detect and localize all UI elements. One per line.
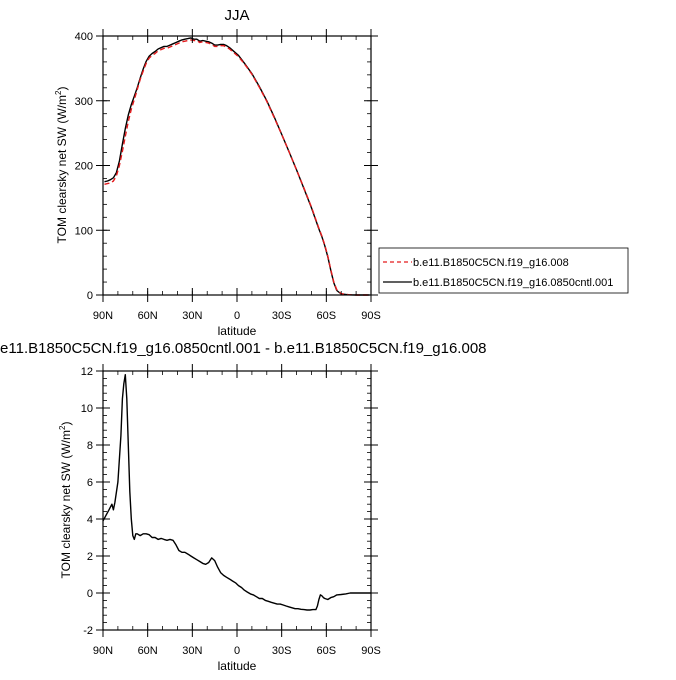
chart-bottom-xtick-label: 90S [361,645,381,657]
chart-top-ytick-label: 300 [75,96,93,108]
chart-bottom-ytick-label: 8 [87,440,93,452]
chart-top-series-line-1 [104,39,370,296]
chart-top: JJA 0 100 200 300 400 90N 60N 30N 0 30S 60S 90S lat… [54,7,629,338]
legend-box [378,247,629,294]
legend-label-series-2: b.e11.B1850C5CN.f19_g16.0850cntl.001 [413,277,613,289]
chart-top-ytick-label: 400 [75,31,93,43]
chart-top-plot-frame [102,35,372,296]
chart-bottom-xlabel: latitude [218,659,257,673]
chart-top-legend: b.e11.B1850C5CN.f19_g16.008 b.e11.B1850C… [378,247,629,294]
chart-bottom-xtick-label: 0 [234,645,240,657]
chart-top-series-line-2 [104,37,370,296]
chart-bottom-ytick-label: 0 [87,588,93,600]
chart-top-ylabel: TOM clearsky net SW (W/m2) [54,87,69,244]
chart-bottom-title: b.e11.B1850C5CN.f19_g16.0850cntl.001 - b… [0,340,486,357]
chart-top-xlabel: latitude [218,324,257,338]
chart-bottom-ytick-label: -2 [83,625,93,637]
chart-top-xtick-label: 90N [93,310,113,322]
chart-bottom-ytick-label: 12 [81,366,93,378]
chart-bottom-ytick-label: 6 [87,477,93,489]
chart-bottom-series-line-1 [102,374,371,611]
chart-bottom-ytick-label: 10 [81,403,93,415]
chart-top-ytick-label: 0 [87,290,93,302]
legend-label-series-1: b.e11.B1850C5CN.f19_g16.008 [413,257,569,269]
chart-bottom-xtick-label: 60S [317,645,337,657]
chart-top-title: JJA [224,7,249,24]
chart-bottom-xtick-label: 90N [93,645,113,657]
chart-bottom-ytick-label: 4 [87,514,93,526]
chart-top-xtick-label: 30N [182,310,202,322]
chart-bottom-xtick-label: 30N [182,645,202,657]
chart-top-xtick-label: 0 [234,310,240,322]
chart-top-ytick-label: 200 [75,161,93,173]
chart-bottom-ylabel: TOM clearsky net SW (W/m2) [58,422,73,579]
chart-top-xtick-label: 90S [361,310,381,322]
chart-top-xtick-label: 60S [317,310,337,322]
chart-bottom-plot-frame [102,370,372,631]
chart-bottom-ytick-label: 2 [87,551,93,563]
chart-bottom-xtick-label: 30S [272,645,292,657]
chart-top-ytick-label: 100 [75,225,93,237]
chart-bottom-xtick-label: 60N [138,645,158,657]
chart-top-xtick-label: 60N [138,310,158,322]
chart-top-xtick-label: 30S [272,310,292,322]
chart-bottom: b.e11.B1850C5CN.f19_g16.0850cntl.001 - b… [0,340,486,673]
